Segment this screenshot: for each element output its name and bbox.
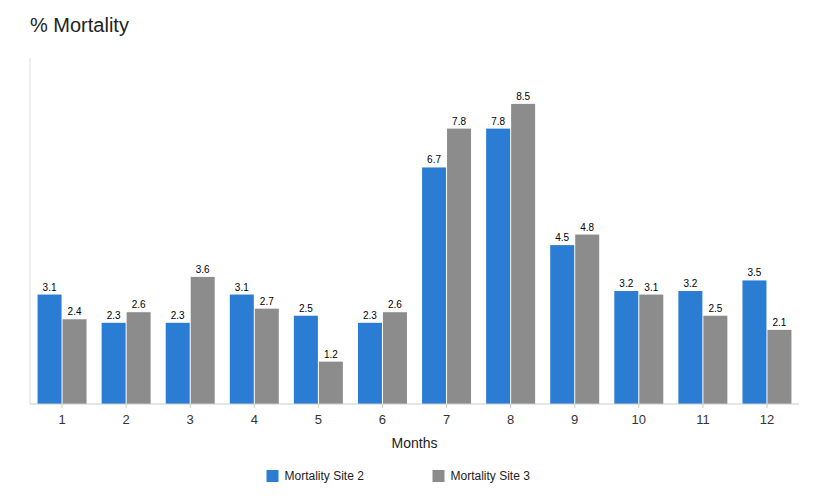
- x-tick: [510, 404, 511, 408]
- x-tick-label: 5: [315, 412, 322, 427]
- data-label: 3.6: [196, 264, 210, 275]
- data-label: 2.6: [132, 299, 146, 310]
- x-tick: [254, 404, 255, 408]
- bar: [614, 291, 638, 404]
- x-axis-label: Months: [392, 435, 438, 451]
- x-tick: [446, 404, 447, 408]
- x-tick-label: 6: [379, 412, 386, 427]
- data-label: 7.8: [452, 116, 466, 127]
- title: % Mortality: [30, 14, 129, 36]
- x-tick-label: 4: [251, 412, 258, 427]
- bar: [447, 129, 471, 404]
- data-label: 4.5: [555, 232, 569, 243]
- bar: [38, 295, 62, 404]
- bar: [191, 277, 215, 404]
- x-axis-line: [30, 404, 799, 405]
- data-label: 7.8: [491, 116, 505, 127]
- x-tick-label: 3: [187, 412, 194, 427]
- bar: [703, 316, 727, 404]
- data-label: 2.6: [388, 299, 402, 310]
- x-tick: [318, 404, 319, 408]
- bar: [230, 295, 254, 404]
- bar: [294, 316, 318, 404]
- data-label: 2.5: [708, 303, 722, 314]
- data-label: 6.7: [427, 154, 441, 165]
- x-tick-label: 8: [507, 412, 514, 427]
- x-tick-label: 2: [123, 412, 130, 427]
- data-label: 3.1: [644, 282, 658, 293]
- x-tick-label: 10: [632, 412, 646, 427]
- data-label: 2.4: [68, 306, 82, 317]
- data-label: 3.1: [43, 282, 57, 293]
- data-label: 2.5: [299, 303, 313, 314]
- legend: Mortality Site 2 Mortality Site 3: [267, 469, 531, 483]
- bar: [319, 362, 343, 404]
- bar: [63, 319, 87, 404]
- data-label: 4.8: [580, 222, 594, 233]
- bar: [742, 280, 766, 404]
- data-label: 2.3: [363, 310, 377, 321]
- bar: [383, 312, 407, 404]
- data-label: 2.1: [773, 317, 787, 328]
- x-tick-label: 11: [696, 412, 710, 427]
- bar: [486, 129, 510, 404]
- chart: % Mortality 3.1 2.3 2.3 3.1 2.5 2.3 6.7 7.8 4.5 3.…: [0, 0, 819, 504]
- data-label: 2.7: [260, 296, 274, 307]
- x-tick: [382, 404, 383, 408]
- bar: [166, 323, 190, 404]
- legend-swatch: [267, 470, 279, 482]
- data-label: 8.5: [516, 91, 530, 102]
- data-label: 3.1: [235, 282, 249, 293]
- bar: [678, 291, 702, 404]
- x-tick: [766, 404, 767, 408]
- data-label: 2.3: [107, 310, 121, 321]
- data-label: 3.2: [683, 278, 697, 289]
- bar: [422, 167, 446, 404]
- data-label: 2.3: [171, 310, 185, 321]
- x-tick: [702, 404, 703, 408]
- x-tick-label: 7: [443, 412, 450, 427]
- y-axis-line: [30, 58, 31, 404]
- legend-label: Mortality Site 2: [285, 469, 365, 483]
- bars: [38, 104, 792, 404]
- legend-label: Mortality Site 3: [451, 469, 531, 483]
- x-tick: [638, 404, 639, 408]
- bar: [127, 312, 151, 404]
- x-tick: [574, 404, 575, 408]
- x-tick: [126, 404, 127, 408]
- bar: [358, 323, 382, 404]
- bar: [102, 323, 126, 404]
- x-tick-label: 9: [571, 412, 578, 427]
- legend-swatch: [433, 470, 445, 482]
- data-label: 3.2: [619, 278, 633, 289]
- bar: [639, 295, 663, 404]
- bar: [255, 309, 279, 404]
- x-tick: [190, 404, 191, 408]
- bar: [575, 235, 599, 404]
- data-label: 3.5: [748, 267, 762, 278]
- bar: [511, 104, 535, 404]
- x-tick-label: 12: [760, 412, 774, 427]
- x-tick: [62, 404, 63, 408]
- data-label: 1.2: [324, 349, 338, 360]
- bar: [550, 245, 574, 404]
- bar: [767, 330, 791, 404]
- x-tick-label: 1: [58, 412, 65, 427]
